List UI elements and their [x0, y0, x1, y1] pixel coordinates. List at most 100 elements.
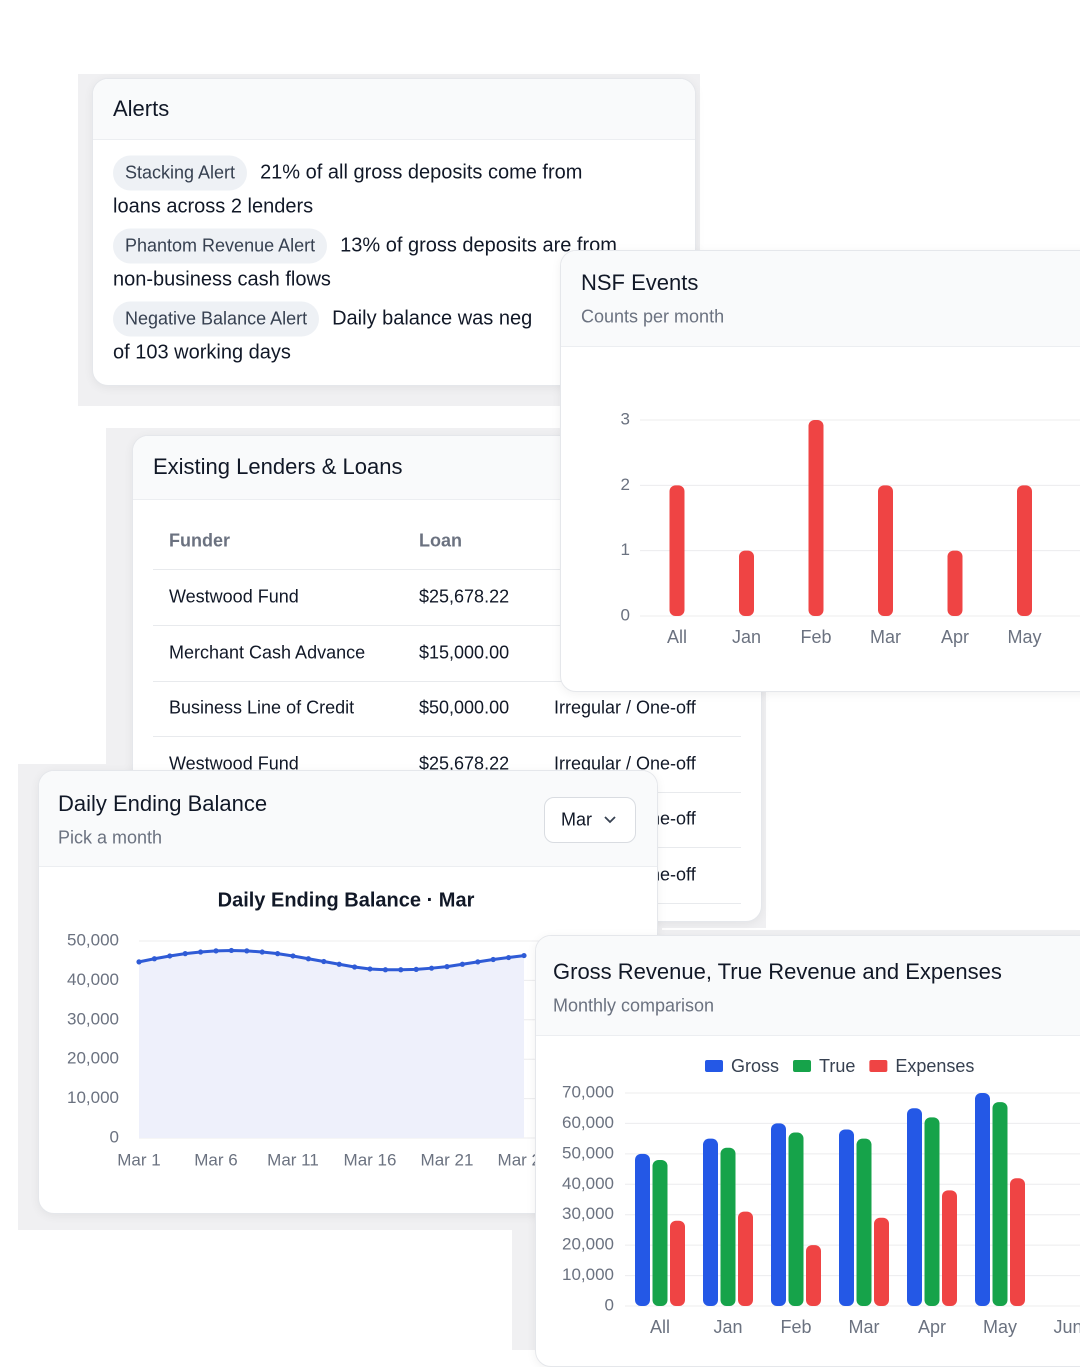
month-select[interactable]: Mar [544, 797, 636, 843]
x-tick-label: Apr [941, 627, 969, 647]
nsf-card: NSF Events Counts per month 0 1 2 3 All Jan Fe… [560, 250, 1080, 692]
bar [924, 1117, 940, 1306]
bar [907, 1108, 922, 1306]
point [521, 952, 527, 959]
point [444, 964, 450, 970]
y-tick-label: 0 [110, 1127, 119, 1146]
legend-label: Gross [731, 1056, 779, 1076]
table-cell: Westwood Fund [169, 753, 299, 774]
table-cell: $50,000.00 [419, 697, 510, 718]
bar [1017, 485, 1032, 616]
column-header: Funder [169, 530, 230, 551]
point [213, 948, 219, 954]
point [305, 956, 311, 962]
chart-title: Daily Ending Balance · Mar [218, 889, 475, 911]
bar [652, 1159, 668, 1306]
point [475, 959, 481, 965]
card-title: Daily Ending Balance [58, 791, 268, 816]
point [244, 948, 250, 954]
row-divider [153, 569, 741, 570]
chart: 0 1 2 3 All Jan Feb Mar Apr May [621, 409, 1080, 647]
y-tick-label: 70,000 [562, 1082, 614, 1101]
y-tick-label: 30,000 [562, 1204, 614, 1223]
y-tick-label: 20,000 [67, 1049, 119, 1068]
chevron [604, 816, 616, 824]
point [336, 961, 342, 967]
bar [703, 1138, 718, 1306]
area [139, 950, 524, 1138]
bar [975, 1093, 990, 1306]
x-tick-label: Apr [918, 1317, 946, 1337]
y-tick-label: 50,000 [67, 930, 119, 949]
row-divider [153, 680, 741, 682]
card-header [536, 936, 1080, 1036]
legend-swatch [869, 1060, 888, 1072]
card-title: Existing Lenders & Loans [153, 454, 403, 479]
legend-swatch [705, 1060, 723, 1072]
x-tick-label: May [983, 1317, 1017, 1337]
legend-label: Expenses [895, 1056, 974, 1076]
x-tick-label: All [667, 627, 687, 647]
bar [856, 1138, 872, 1306]
point [275, 951, 281, 957]
bar [806, 1245, 821, 1306]
gross-card: Gross Revenue, True Revenue and Expenses… [535, 935, 1080, 1367]
alert-text: 13% of gross deposits are from [340, 234, 617, 257]
bar [878, 485, 893, 616]
bar [839, 1129, 854, 1306]
point [321, 958, 327, 965]
table-cell: $25,678.22 [419, 586, 510, 607]
chart: 0 10,000 20,000 30,000 40,000 50,000 60,000 70,… [562, 1056, 1080, 1337]
x-tick-label: All [650, 1317, 670, 1337]
x-tick-label: Feb [780, 1317, 811, 1337]
point [198, 949, 204, 955]
point [290, 953, 296, 959]
table-cell: $25,678.22 [419, 753, 510, 774]
bar [720, 1147, 736, 1306]
alert-text: 21% of all gross deposits come from [260, 161, 583, 184]
alerts-card: Alerts Stacking Alert 21% of all gross de… [92, 78, 696, 386]
table-cell: Westwood Fund [169, 586, 299, 607]
y-tick-label: 0 [621, 605, 630, 624]
bar [739, 550, 754, 616]
row-divider [153, 625, 741, 626]
point [136, 959, 142, 965]
table-cell: $15,000.00 [419, 642, 510, 663]
bar [874, 1217, 889, 1306]
x-tick-label: May [1007, 627, 1041, 647]
alert-text: loans across 2 lenders [113, 195, 314, 218]
point [382, 967, 388, 973]
alert-badge: Negative Balance Alert [113, 301, 320, 337]
table-cell: Irregular / One-off [554, 753, 696, 774]
y-tick-label: 60,000 [562, 1113, 614, 1132]
x-tick-label: Mar 6 [194, 1150, 237, 1169]
y-tick-label: 50,000 [562, 1143, 614, 1162]
point [398, 967, 404, 973]
x-tick-label: Mar [849, 1317, 880, 1337]
card-subtitle: Counts per month [581, 306, 725, 327]
bar [788, 1132, 804, 1306]
chart: Daily Ending Balance · Mar 0 10,000 20,000 3… [67, 889, 650, 1169]
legend-swatch [793, 1060, 812, 1072]
y-tick-label: 40,000 [562, 1174, 614, 1193]
bar [635, 1153, 650, 1306]
point [352, 964, 358, 970]
x-tick-label: Mar [870, 627, 901, 647]
bar [771, 1123, 786, 1306]
y-tick-label: 10,000 [562, 1265, 614, 1284]
table-cell: Merchant Cash Advance [169, 642, 366, 663]
legend-label: True [819, 1056, 855, 1076]
alert-text: non-business cash flows [113, 268, 331, 291]
x-tick-label: Mar 16 [344, 1150, 397, 1169]
x-tick-label: Mar 1 [117, 1150, 160, 1169]
row-divider [153, 736, 741, 738]
point [367, 966, 373, 972]
card-header [93, 79, 695, 140]
card-title: Alerts [113, 96, 170, 121]
point [459, 961, 465, 967]
card-header [561, 251, 1080, 347]
card-subtitle: Pick a month [58, 827, 163, 848]
alert-text: of 103 working days [113, 341, 291, 364]
bar [992, 1102, 1008, 1306]
